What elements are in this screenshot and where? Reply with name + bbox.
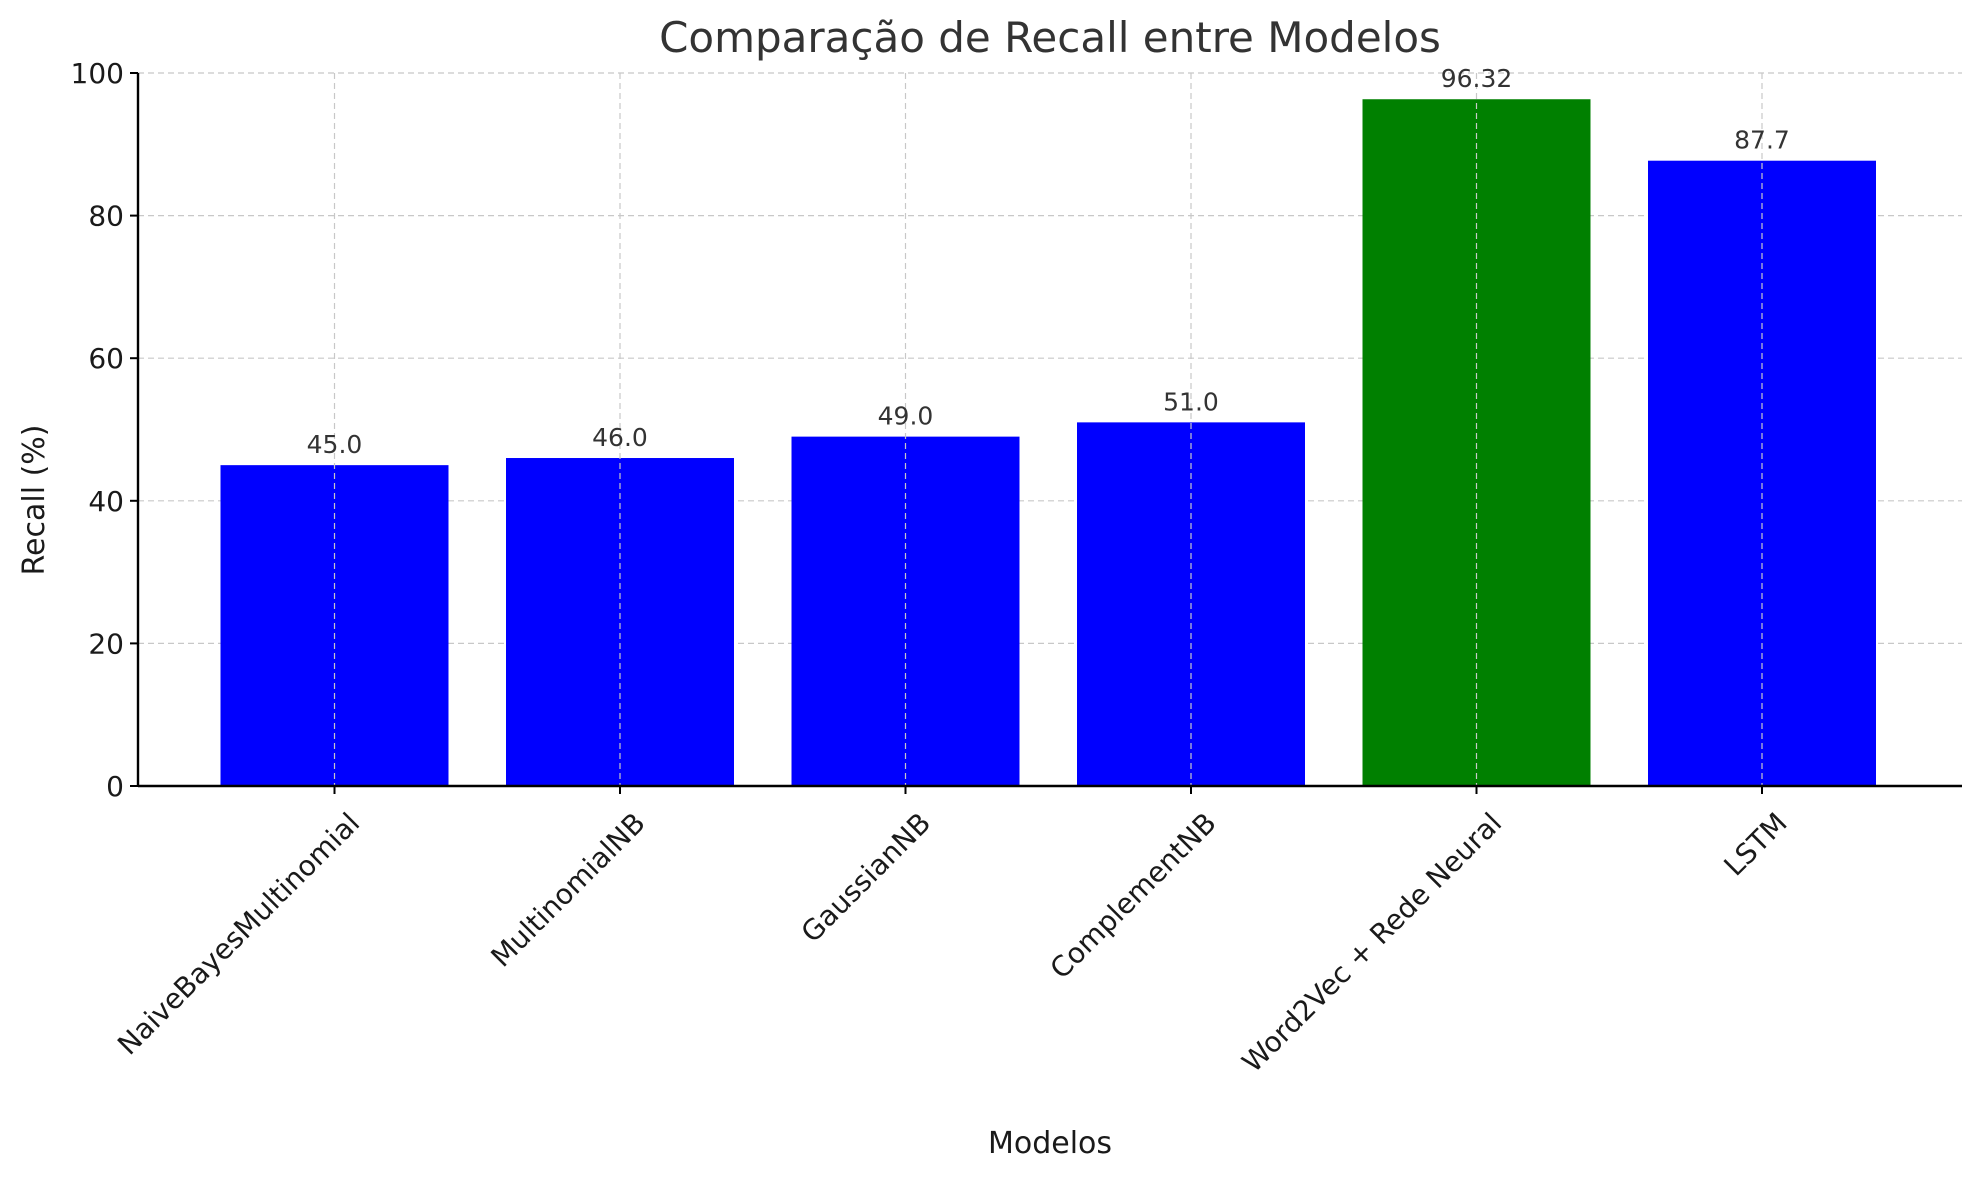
y-tick-label: 60 (88, 342, 124, 375)
x-tick-labels: NaiveBayesMultinomial MultinomialNB Gaussi… (111, 806, 1794, 1078)
y-tick-label: 100 (71, 57, 124, 90)
data-labels: 45.0 46.0 49.0 51.0 96.32 87.7 (307, 64, 1790, 459)
y-tick-label: 40 (88, 485, 124, 518)
bar-value-label: 96.32 (1441, 64, 1513, 93)
x-tick-label: Word2Vec + Rede Neural (1236, 806, 1508, 1078)
y-tick-labels: 0 20 40 60 80 100 (71, 57, 124, 803)
bar (506, 458, 734, 786)
bar-value-label: 49.0 (878, 402, 934, 431)
y-tick-label: 80 (88, 200, 124, 233)
x-tick-label: ComplementNB (1044, 806, 1223, 985)
y-tick-label: 20 (88, 627, 124, 660)
axes (130, 72, 1962, 794)
bar (1362, 99, 1591, 786)
y-axis-title: Recall (%) (17, 425, 52, 576)
bar-value-label: 87.7 (1734, 126, 1790, 155)
y-tick-label: 0 (106, 770, 124, 803)
x-tick-label: LSTM (1718, 806, 1794, 882)
x-tick-label: GaussianNB (795, 806, 938, 949)
x-tick-label: MultinomialNB (484, 806, 651, 973)
bar-value-label: 51.0 (1163, 387, 1219, 416)
bar-value-label: 45.0 (307, 430, 363, 459)
bar-value-label: 46.0 (592, 423, 648, 452)
vertical-grid-lines (333, 73, 1763, 786)
x-tick-label: NaiveBayesMultinomial (111, 806, 366, 1061)
bars (220, 99, 1876, 787)
x-axis-title: Modelos (988, 1126, 1112, 1161)
chart-title: Comparação de Recall entre Modelos (659, 13, 1441, 62)
